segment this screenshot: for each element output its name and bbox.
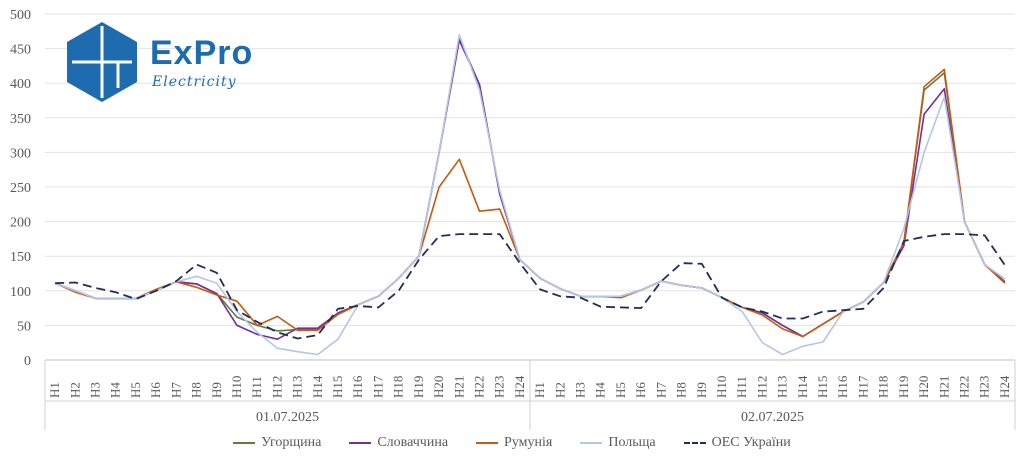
x-tick-label: H14 — [310, 375, 325, 398]
x-tick-label: H11 — [249, 376, 264, 398]
x-tick-label: H3 — [573, 382, 588, 398]
x-tick-label: H18 — [391, 376, 406, 398]
x-tick-label: H2 — [67, 382, 82, 398]
x-tick-label: H6 — [148, 382, 163, 398]
logo-brand: ExPro — [150, 34, 254, 72]
x-tick-label: H19 — [411, 376, 426, 398]
y-tick-label: 200 — [10, 216, 31, 231]
x-tick-label: H7 — [168, 382, 183, 398]
legend-swatch — [580, 442, 603, 444]
legend-label: Польща — [608, 435, 656, 450]
x-tick-label: H8 — [674, 382, 689, 398]
x-tick-label: H21 — [451, 376, 466, 398]
x-tick-label: H7 — [653, 382, 668, 398]
x-tick-label: H17 — [370, 375, 385, 398]
x-tick-label: H1 — [532, 382, 547, 398]
y-tick-label: 150 — [10, 250, 31, 265]
series-line — [54, 68, 1006, 338]
x-tick-label: H9 — [209, 382, 224, 398]
legend-item: ОЕС України — [683, 435, 791, 451]
y-tick-label: 250 — [10, 181, 31, 196]
x-tick-label: H15 — [815, 376, 830, 398]
legend-swatch — [476, 442, 499, 444]
y-tick-label: 100 — [10, 285, 31, 300]
y-tick-label: 500 — [10, 8, 31, 23]
y-tick-label: 400 — [10, 77, 31, 92]
legend-item: Румунія — [476, 435, 552, 451]
x-tick-label: H6 — [633, 382, 648, 398]
x-tick-label: H24 — [512, 375, 527, 398]
x-tick-label: H13 — [290, 376, 305, 398]
x-tick-label: H22 — [956, 376, 971, 398]
x-tick-label: H23 — [977, 376, 992, 398]
legend-swatch — [349, 442, 372, 444]
legend-label: Румунія — [504, 435, 553, 450]
legend-label: Угорщина — [261, 435, 322, 450]
x-tick-label: H1 — [47, 382, 62, 398]
x-tick-label: H4 — [593, 382, 608, 398]
legend-swatch — [683, 442, 706, 444]
legend-item: Словаччина — [349, 435, 448, 451]
legend-swatch — [233, 442, 256, 444]
x-tick-label: H21 — [936, 376, 951, 398]
x-tick-label: H3 — [88, 382, 103, 398]
legend-label: Словаччина — [377, 435, 449, 450]
x-tick-label: H11 — [734, 376, 749, 398]
x-tick-label: H12 — [754, 376, 769, 398]
x-tick-label: H18 — [876, 376, 891, 398]
legend-item: Угорщина — [233, 435, 321, 451]
y-tick-label: 450 — [10, 43, 31, 58]
chart-legend: Угорщина Словаччина Румунія Польща ОЕС Украї… — [0, 432, 1024, 454]
line-chart: 0 50 100 150 200 250 300 350 400 450 500 H1 H2 H3 H4 H5… — [10, 8, 1016, 430]
y-tick-label: 350 — [10, 112, 31, 127]
x-tick-label: H5 — [613, 382, 628, 398]
x-tick-label: H14 — [795, 375, 810, 398]
x-tick-label: H12 — [269, 376, 284, 398]
date-group-label: 01.07.2025 — [256, 410, 319, 425]
x-tick-label: H16 — [350, 375, 365, 398]
x-tick-label: H20 — [431, 376, 446, 398]
legend-label: ОЕС України — [711, 435, 791, 450]
x-tick-label: H22 — [471, 376, 486, 398]
expro-logo: ExPro Electricity — [62, 20, 292, 104]
x-tick-label: H20 — [916, 376, 931, 398]
x-tick-label: H5 — [128, 382, 143, 398]
x-tick-label: H8 — [189, 382, 204, 398]
x-tick-label: H10 — [229, 376, 244, 398]
x-tick-label: H17 — [855, 375, 870, 398]
x-tick-label: H23 — [492, 376, 507, 398]
logo-tagline: Electricity — [152, 74, 237, 90]
x-tick-label: H16 — [835, 375, 850, 398]
expro-hexagon-icon — [67, 22, 137, 102]
x-tick-label: H2 — [552, 382, 567, 398]
y-tick-label: 50 — [17, 319, 31, 334]
x-tick-label: H9 — [694, 382, 709, 398]
date-group-label: 02.07.2025 — [741, 410, 804, 425]
y-tick-label: 300 — [10, 146, 31, 161]
x-tick-label: H13 — [775, 376, 790, 398]
x-tick-label: H10 — [714, 376, 729, 398]
x-tick-label: H19 — [896, 376, 911, 398]
x-tick-label: H15 — [330, 376, 345, 398]
x-tick-label: H4 — [108, 382, 123, 398]
y-tick-label: 0 — [24, 354, 31, 369]
legend-item: Польща — [580, 435, 656, 451]
series-line — [55, 233, 1006, 340]
x-tick-label: H24 — [997, 375, 1012, 398]
